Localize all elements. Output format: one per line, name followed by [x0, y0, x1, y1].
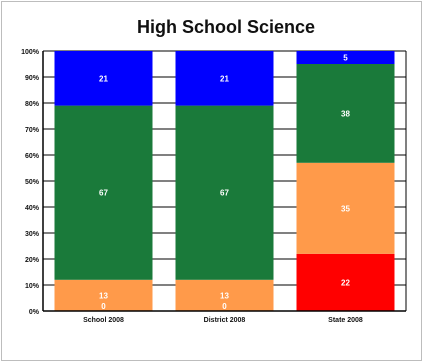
x-category-label: District 2008 — [204, 317, 246, 324]
data-label: 21 — [99, 74, 108, 83]
data-label: 38 — [341, 109, 350, 118]
y-tick-label: 80% — [25, 101, 40, 108]
data-label: 35 — [341, 204, 350, 213]
data-label: 13 — [99, 291, 108, 300]
bar-segment — [296, 162, 395, 254]
y-tick-label: 90% — [25, 75, 40, 82]
segment-labels: 13 67 21 0 13 67 21 0 35 38 5 22 — [99, 54, 350, 312]
bar-segment — [175, 279, 274, 311]
data-label: 67 — [99, 189, 108, 198]
data-label: 0 — [222, 302, 227, 311]
data-label: 67 — [220, 189, 229, 198]
y-tick-label: 60% — [25, 153, 40, 160]
bar-segment — [54, 279, 153, 311]
y-tick-label: 50% — [25, 179, 40, 186]
bar-segment — [54, 105, 153, 280]
bar-segment — [296, 51, 395, 64]
bar-segment — [296, 64, 395, 163]
data-label: 0 — [101, 302, 106, 311]
bar-segment — [175, 105, 274, 280]
axes: 0% 10% 20% 30% 40% 50% 60% 70% 80% 90% 100% School … — [21, 49, 407, 324]
bar-segment — [54, 51, 153, 106]
data-label: 5 — [343, 54, 348, 63]
y-tick-label: 20% — [25, 257, 40, 264]
chart-title: High School Science — [137, 17, 315, 37]
bar-segment — [296, 253, 395, 311]
bar-segment — [175, 51, 274, 106]
y-tick-label: 30% — [25, 231, 40, 238]
y-tick-label: 0% — [29, 309, 40, 316]
y-tick-label: 100% — [21, 49, 40, 56]
y-tick-label: 40% — [25, 205, 40, 212]
y-tick-label: 70% — [25, 127, 40, 134]
bars — [54, 51, 395, 311]
y-tick-label: 10% — [25, 283, 40, 290]
data-label: 13 — [220, 291, 229, 300]
x-category-label: State 2008 — [328, 317, 363, 324]
data-label: 22 — [341, 278, 350, 287]
x-category-label: School 2008 — [83, 317, 124, 324]
data-label: 21 — [220, 74, 229, 83]
